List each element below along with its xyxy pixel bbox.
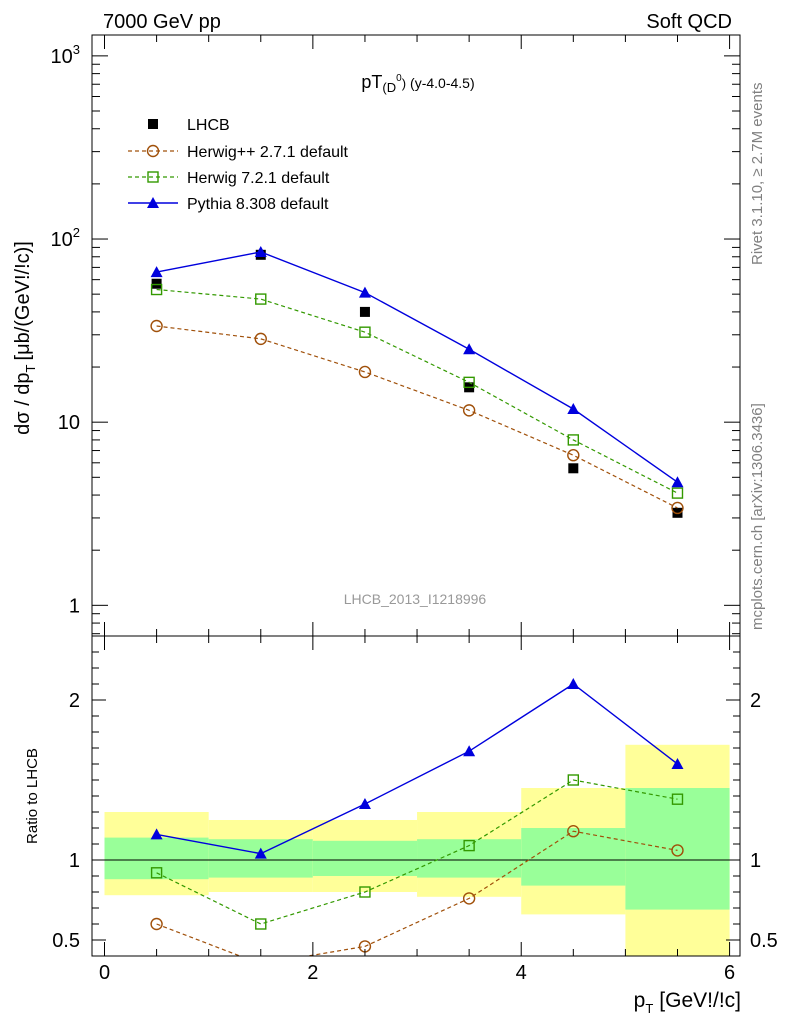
ratio-point-herwig7-4	[463, 839, 475, 852]
ratio-line-herwigpp	[156, 830, 678, 956]
ratio-point-herwigpp-1	[150, 917, 163, 931]
main-point-herwigpp-4	[462, 404, 476, 417]
ratio-point-pythia-3	[358, 798, 371, 809]
main-point-pythia-2	[254, 245, 267, 257]
main-point-herwig7-5	[567, 434, 580, 446]
ratio-band-inner	[625, 788, 730, 910]
legend-label-pythia: Pythia 8.308 default	[187, 196, 329, 213]
main-y-tick-label: 10	[58, 412, 80, 434]
main-point-lhcb-3	[359, 306, 370, 317]
main-point-herwigpp-6	[671, 501, 684, 515]
ratio-y-tick-label-right: 0.5	[750, 930, 778, 952]
ratio-y-tick-label-right: 1	[750, 850, 761, 872]
main-point-pythia-5	[567, 403, 580, 415]
main-line-pythia	[156, 251, 678, 483]
legend-label-herwigpp: Herwig++ 2.7.1 default	[187, 144, 349, 161]
main-line-herwig7	[156, 288, 678, 494]
ratio-y-tick-label-right: 2	[750, 690, 761, 712]
ratio-point-herwigpp-4	[462, 892, 476, 905]
main-y-tick-label: 1	[69, 595, 80, 617]
ratio-point-herwig7-6	[671, 793, 684, 805]
main-point-pythia-1	[150, 266, 163, 278]
ratio-line-herwig7	[156, 779, 678, 925]
ratio-point-pythia-1	[150, 828, 163, 840]
ratio-point-herwigpp-6	[671, 844, 684, 857]
ratio-point-herwig7-1	[150, 867, 163, 879]
ratio-point-herwig7-3	[359, 886, 371, 898]
analysis-label: LHCB_2013_I1218996	[344, 591, 487, 607]
main-point-herwigpp-3	[358, 365, 372, 379]
source-label: mcplots.cern.ch [arXiv:1306.3436]	[749, 403, 766, 630]
main-plot-title: pT(D0) (y-4.0-4.5)	[361, 72, 474, 95]
main-point-herwig7-6	[671, 487, 684, 499]
main-y-tick-label: 102	[51, 225, 80, 251]
ratio-y-axis-label: Ratio to LHCB	[24, 748, 41, 844]
header-left: 7000 GeV pp	[103, 11, 221, 33]
ratio-y-tick-label-left: 0.5	[52, 930, 80, 952]
legend-marker-herwig7	[147, 171, 159, 183]
ratio-band-inner	[104, 837, 209, 880]
ratio-y-tick-label-left: 1	[69, 850, 80, 872]
ratio-point-pythia-2	[254, 847, 267, 859]
ratio-point-pythia-6	[671, 758, 684, 769]
ratio-x-tick-label: 6	[724, 962, 735, 984]
main-point-herwig7-2	[255, 293, 267, 305]
legend: LHCB Herwig++ 2.7.1 default Herwig 7.2.1 d…	[128, 117, 349, 213]
main-point-lhcb-1	[151, 278, 162, 289]
legend-marker-herwigpp	[146, 144, 160, 158]
ratio-point-pythia-5	[567, 678, 580, 689]
legend-label-lhcb: LHCB	[187, 117, 230, 134]
main-point-herwigpp-2	[254, 332, 267, 346]
legend-marker-pythia	[147, 197, 159, 208]
ratio-x-tick-label: 2	[307, 962, 318, 984]
ratio-point-herwigpp-5	[567, 825, 580, 838]
ratio-y-tick-label-left: 2	[69, 690, 80, 712]
ratio-band-inner	[312, 840, 418, 876]
main-y-axis-label: dσ / dpT[μb/(GeV!/!c)]	[12, 241, 38, 435]
x-axis-label: pT [GeV!/!c]	[634, 989, 741, 1016]
ratio-line-pythia	[156, 683, 678, 855]
main-point-herwigpp-5	[567, 449, 580, 462]
main-point-herwig7-1	[150, 283, 163, 296]
main-point-herwigpp-1	[150, 319, 163, 333]
main-point-pythia-4	[463, 343, 476, 355]
main-y-tick-label: 103	[51, 42, 80, 68]
main-point-pythia-3	[358, 286, 371, 298]
main-point-lhcb-5	[568, 463, 579, 474]
header-right: Soft QCD	[646, 11, 732, 33]
ratio-point-herwig7-5	[567, 774, 580, 786]
main-point-herwig7-4	[463, 376, 475, 389]
main-line-herwigpp	[156, 325, 678, 509]
ratio-x-tick-label: 4	[516, 962, 527, 984]
legend-label-herwig7: Herwig 7.2.1 default	[187, 170, 330, 187]
ratio-x-tick-label: 0	[99, 962, 110, 984]
ratio-point-pythia-4	[463, 745, 476, 757]
main-point-pythia-6	[671, 476, 684, 488]
ratio-point-herwigpp-2	[255, 959, 266, 970]
ratio-point-herwig7-2	[255, 918, 267, 930]
main-point-herwig7-3	[359, 326, 371, 338]
legend-marker-lhcb	[148, 119, 158, 129]
rivet-version-label: Rivet 3.1.10, ≥ 2.7M events	[749, 83, 766, 266]
